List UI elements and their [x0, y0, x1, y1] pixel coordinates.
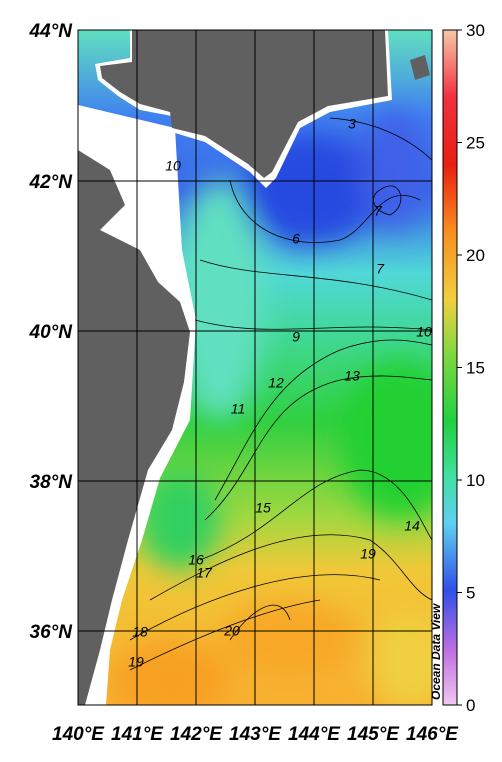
contour-label: 10	[416, 324, 432, 340]
contour-label: 15	[255, 500, 271, 516]
lat-label: 44°N	[29, 21, 74, 42]
contour-label: 12	[268, 375, 284, 391]
colorbar-tick-label: 30	[466, 21, 485, 40]
lon-label: 142°E	[170, 724, 223, 745]
colorbar	[442, 29, 458, 706]
colorbar-tick-label: 15	[466, 359, 485, 378]
colorbar-tick-label: 0	[466, 696, 475, 715]
lon-label: 146°E	[406, 724, 459, 745]
contour-label: 16	[188, 552, 204, 568]
lon-label: 145°E	[347, 724, 400, 745]
contour-label: 7	[376, 261, 385, 277]
lon-label: 143°E	[229, 724, 282, 745]
lon-label: 140°E	[52, 724, 105, 745]
contour-label: 10	[165, 158, 181, 174]
lat-label: 36°N	[30, 622, 74, 643]
grid	[77, 29, 433, 706]
contour-label: 13	[344, 368, 360, 384]
colorbar-tick-label: 20	[466, 246, 485, 265]
lon-label: 144°E	[288, 724, 341, 745]
lat-label: 40°N	[29, 322, 74, 343]
contour-label: 6	[292, 231, 300, 247]
lat-label: 38°N	[30, 472, 74, 493]
contour-labels: 3 6 7 7 9 10 10 11 12 13 14 15 16 17 18 …	[128, 116, 432, 670]
lon-label: 141°E	[111, 724, 164, 745]
contour-label: 7	[374, 203, 383, 219]
contour-label: 19	[360, 546, 376, 562]
contour-label: 11	[231, 401, 246, 417]
watermark: Ocean Data View	[429, 603, 443, 700]
colorbar-tick-label: 5	[466, 584, 475, 603]
contour-label: 9	[292, 329, 300, 345]
contour-label: 18	[132, 624, 148, 640]
colorbar-tick-label: 10	[466, 471, 485, 490]
lat-label: 42°N	[29, 172, 74, 193]
contour-label: 17	[196, 565, 213, 581]
axes: 44°N 42°N 40°N 38°N 36°N 140°E 141°E 142°E 143°E…	[29, 21, 485, 745]
contour-label: 14	[404, 518, 420, 534]
contour-label: 19	[128, 654, 144, 670]
colorbar-tick-label: 25	[466, 134, 485, 153]
contour-label: 3	[348, 116, 356, 132]
contour-label: 20	[223, 623, 240, 639]
